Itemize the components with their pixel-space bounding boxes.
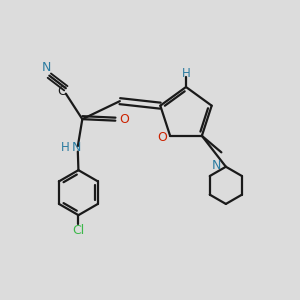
Text: N: N [42,61,52,74]
Text: N: N [72,141,81,154]
Text: H: H [182,67,190,80]
Text: C: C [57,85,66,98]
Text: Cl: Cl [72,224,85,237]
Text: O: O [157,131,167,144]
Text: O: O [119,113,129,126]
Text: N: N [212,159,222,172]
Text: H: H [61,141,70,154]
